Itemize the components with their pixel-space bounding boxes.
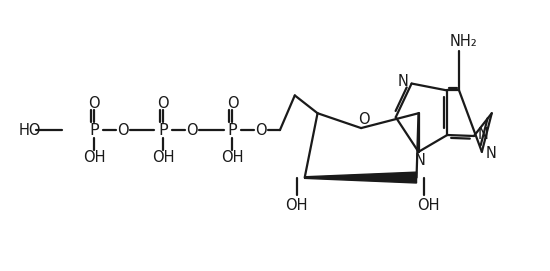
Text: O: O [157, 96, 169, 111]
Text: P: P [228, 122, 237, 138]
Text: N: N [485, 146, 496, 161]
Text: N: N [477, 127, 488, 141]
Text: OH: OH [285, 198, 308, 213]
Text: OH: OH [417, 198, 439, 213]
Text: OH: OH [152, 150, 174, 165]
Text: NH₂: NH₂ [449, 34, 477, 50]
Polygon shape [305, 172, 416, 183]
Text: O: O [186, 122, 197, 138]
Text: OH: OH [82, 150, 105, 165]
Text: O: O [227, 96, 238, 111]
Text: O: O [255, 122, 267, 138]
Text: N: N [415, 153, 426, 168]
Text: HO: HO [19, 122, 41, 138]
Text: O: O [358, 112, 370, 127]
Text: P: P [158, 122, 168, 138]
Text: O: O [117, 122, 128, 138]
Text: OH: OH [221, 150, 244, 165]
Text: O: O [88, 96, 100, 111]
Text: P: P [89, 122, 98, 138]
Text: N: N [397, 74, 408, 89]
